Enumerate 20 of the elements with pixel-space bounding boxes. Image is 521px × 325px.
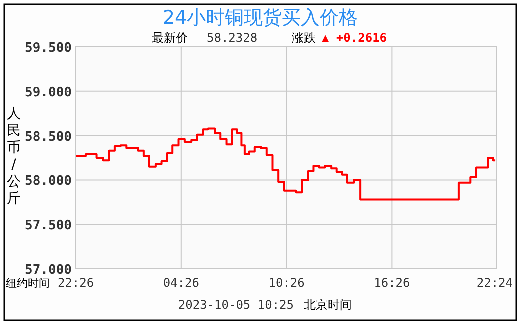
chart-title: 24小时铜现货买入价格 [162, 7, 358, 29]
x-axis-title: 纽约时间 [6, 277, 50, 290]
y-tick-label: 59.000 [25, 85, 72, 100]
y-tick-label: 58.000 [25, 174, 72, 190]
x-tick-label: 04:26 [163, 276, 200, 290]
y-tick-label: 58.500 [25, 130, 72, 145]
x-tick-label: 10:26 [268, 276, 305, 290]
y-tick-label: 57.000 [25, 263, 72, 278]
x-tick-label: 22:24 [476, 276, 513, 290]
text: 北京时间 [304, 298, 352, 312]
y-tick-label: 57.500 [25, 218, 72, 234]
text: 2023-10-05 10:25 [178, 298, 294, 312]
text: ▲ +0.2616 [322, 31, 388, 45]
y-axis-title: 人民币/公斤 [7, 106, 21, 207]
y-tick-label: 59.500 [25, 41, 72, 56]
x-tick-label: 22:26 [58, 276, 94, 290]
text: 最新价 [152, 31, 188, 45]
x-tick-label: 16:26 [374, 276, 410, 290]
text: 58.2328 [207, 31, 258, 45]
text: 涨跌 [292, 31, 316, 45]
